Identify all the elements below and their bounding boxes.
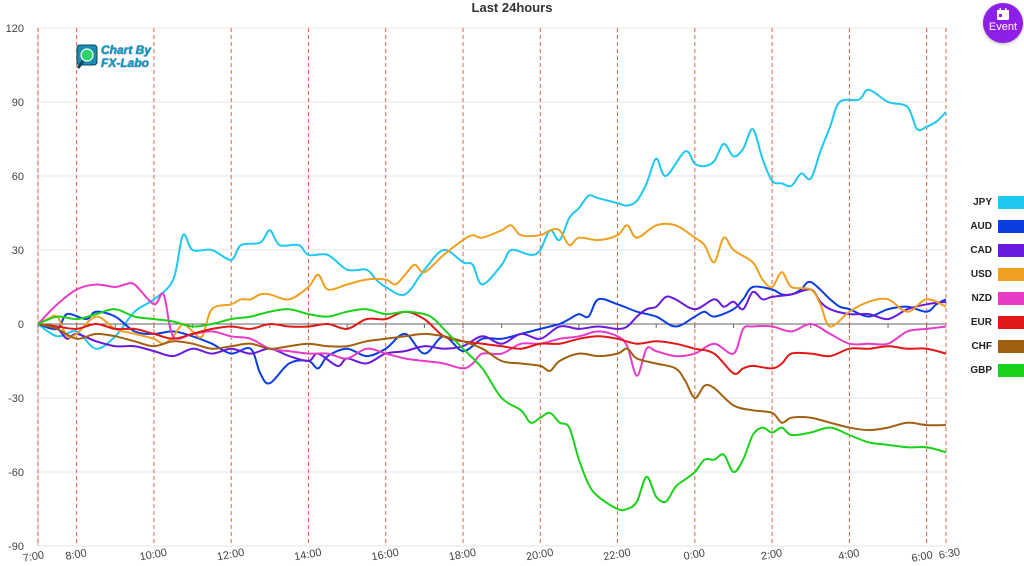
y-tick-label: 120 <box>6 23 24 35</box>
series-line-cad <box>37 288 947 367</box>
y-tick-label: 90 <box>12 97 24 109</box>
legend-item-jpy[interactable]: JPY <box>950 190 1024 214</box>
legend-label: JPY <box>973 196 992 208</box>
series-line-nzd <box>37 281 947 377</box>
logo-icon <box>76 44 98 69</box>
series-lines <box>37 88 947 512</box>
legend-swatch <box>998 219 1024 233</box>
y-axis: 120 90 60 30 0 -30 -60 -90 <box>6 23 24 553</box>
x-axis: 7:00 8:00 10:00 12:00 14:00 16:00 18:00 20:00 22… <box>22 546 961 565</box>
x-tick-label: 14:00 <box>293 547 322 564</box>
x-tick-label: 0:00 <box>683 547 706 563</box>
logo-line1: Chart By <box>101 43 152 57</box>
x-tick-label: 18:00 <box>448 547 477 564</box>
legend-label: NZD <box>971 292 992 304</box>
series-line-gbp <box>37 308 947 512</box>
calendar-icon <box>997 8 1009 20</box>
legend-item-eur[interactable]: EUR <box>950 310 1024 334</box>
event-button[interactable]: Event <box>983 3 1023 43</box>
legend-item-gbp[interactable]: GBP <box>950 358 1024 382</box>
legend-item-aud[interactable]: AUD <box>950 214 1024 238</box>
legend-swatch <box>998 363 1024 377</box>
legend-item-chf[interactable]: CHF <box>950 334 1024 358</box>
legend-swatch <box>998 291 1024 305</box>
legend-label: CHF <box>971 340 992 352</box>
x-tick-label: 7:00 <box>22 549 45 565</box>
x-tick-label: 4:00 <box>837 547 860 563</box>
legend: JPY AUD CAD USD NZD EUR CHF GBP <box>950 190 1024 382</box>
x-tick-label: 6:30 <box>938 546 961 562</box>
x-tick-label: 2:00 <box>760 547 783 563</box>
legend-swatch <box>998 339 1024 353</box>
legend-item-usd[interactable]: USD <box>950 262 1024 286</box>
legend-label: GBP <box>970 364 992 376</box>
series-line-eur <box>37 310 947 375</box>
chart-title: Last 24hours <box>471 0 553 15</box>
y-tick-label: -60 <box>8 467 24 479</box>
series-line-chf <box>37 323 947 432</box>
fx-labo-logo: Chart By FX-Labo <box>76 44 151 70</box>
series-line-usd <box>37 222 947 345</box>
series-line-jpy <box>37 88 947 350</box>
legend-swatch <box>998 267 1024 281</box>
y-tick-label: 60 <box>12 171 24 183</box>
y-tick-label: 0 <box>18 319 24 331</box>
legend-label: EUR <box>970 316 992 328</box>
x-tick-label: 6:00 <box>911 549 934 565</box>
legend-label: USD <box>970 268 992 280</box>
event-button-label: Event <box>988 21 1018 33</box>
time-marker-lines <box>37 28 947 546</box>
x-tick-label: 8:00 <box>65 547 88 563</box>
plot-grid <box>37 27 946 547</box>
series-line-aud <box>37 280 947 385</box>
logo-text: Chart By FX-Labo <box>101 44 151 70</box>
x-tick-label: 10:00 <box>139 547 168 564</box>
legend-item-cad[interactable]: CAD <box>950 238 1024 262</box>
legend-item-nzd[interactable]: NZD <box>950 286 1024 310</box>
x-tick-label: 20:00 <box>525 547 554 564</box>
logo-line2: FX-Labo <box>101 56 149 70</box>
y-tick-label: 30 <box>12 245 24 257</box>
x-tick-label: 16:00 <box>371 547 400 564</box>
legend-swatch <box>998 243 1024 257</box>
x-tick-label: 22:00 <box>602 547 631 564</box>
legend-swatch <box>998 195 1024 209</box>
legend-label: AUD <box>970 220 992 232</box>
legend-swatch <box>998 315 1024 329</box>
y-tick-label: -90 <box>8 541 24 553</box>
y-tick-label: -30 <box>8 393 24 405</box>
x-tick-label: 12:00 <box>216 547 245 564</box>
legend-label: CAD <box>970 244 992 256</box>
